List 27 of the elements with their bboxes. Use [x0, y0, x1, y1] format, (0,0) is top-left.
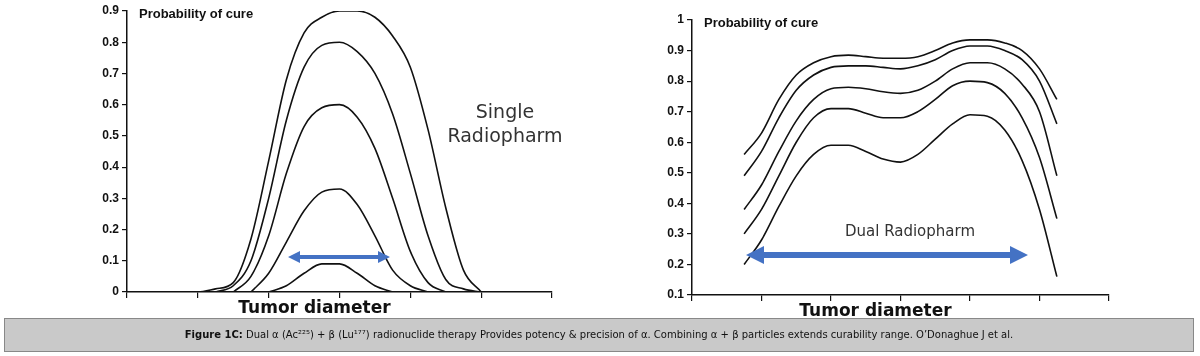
y-tick-label: 0.7 — [667, 103, 685, 118]
y-tick-label: 0.3 — [667, 226, 685, 241]
y-tick-label: 0.9 — [667, 42, 685, 57]
y-tick-label: 0.1 — [102, 253, 120, 268]
annotation: Single Radiopharm — [446, 100, 564, 148]
caption: Figure 1C: Dual α (Ac²²⁵) + β (Lu¹⁷⁷) radionuclide therapy Provides potency & precision of α. Combining α + β particles extends curability range. O’Donaghue J et al. — [184, 329, 1014, 340]
x-axis-title: Tumor diameter — [799, 300, 953, 321]
y-tick-label: 0.8 — [102, 34, 120, 49]
y-tick-label: 0.6 — [667, 134, 685, 149]
y-tick-label: 0 — [112, 284, 120, 299]
y-tick-label: 0.3 — [102, 190, 120, 205]
y-tick-label: 0.1 — [667, 287, 685, 302]
y-axis-title: Probability of cure — [704, 14, 819, 30]
y-tick-label: 0.2 — [102, 221, 120, 236]
y-tick-label: 0.4 — [667, 195, 685, 210]
y-tick-label: 0.8 — [667, 73, 685, 88]
x-axis-title: Tumor diameter — [238, 297, 392, 318]
y-tick-label: 0.9 — [102, 3, 120, 18]
y-tick-label: 0.7 — [102, 65, 120, 80]
y-tick-label: 0.5 — [667, 165, 685, 180]
y-tick-label: 0.4 — [102, 159, 120, 174]
y-tick-label: 1 — [677, 12, 685, 27]
y-tick-label: 0.2 — [667, 256, 685, 271]
annotation: Dual Radiopharm — [843, 222, 977, 241]
y-tick-label: 0.6 — [102, 96, 120, 111]
y-tick-label: 0.5 — [102, 128, 120, 143]
y-axis-title: Probability of cure — [139, 5, 254, 21]
